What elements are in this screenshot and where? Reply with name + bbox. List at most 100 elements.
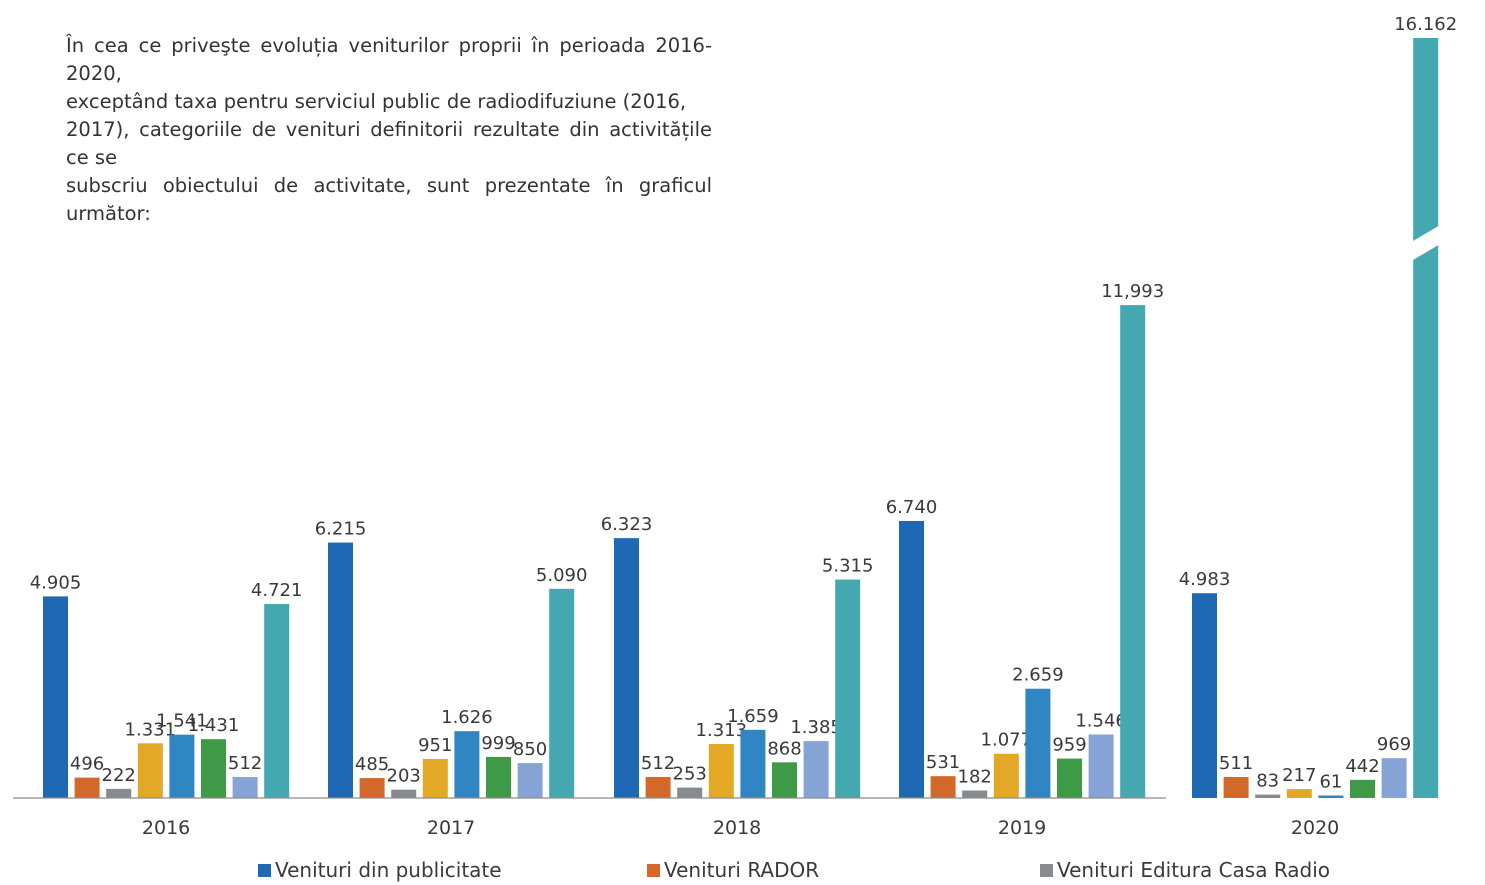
bar bbox=[74, 777, 100, 798]
intro-line: 2017), categoriile de venituri definitor… bbox=[66, 118, 712, 169]
bar bbox=[708, 744, 734, 798]
data-label: 512 bbox=[641, 753, 675, 774]
intro-line: În cea ce priveşte evoluția veniturilor … bbox=[66, 34, 712, 85]
data-label: 61 bbox=[1319, 771, 1342, 792]
bar bbox=[359, 778, 385, 798]
data-label: 1.331 bbox=[125, 719, 177, 740]
bar bbox=[549, 588, 575, 798]
x-tick-label: 2019 bbox=[998, 817, 1046, 839]
bar bbox=[993, 753, 1019, 798]
bar bbox=[137, 743, 163, 798]
bar bbox=[328, 542, 353, 798]
chart-legend: Venituri din publicitate Venituri RADOR … bbox=[0, 855, 1485, 885]
bar bbox=[899, 520, 924, 798]
data-label: 2.659 bbox=[1012, 665, 1064, 686]
data-label: 1.659 bbox=[727, 706, 779, 727]
data-label: 1.546 bbox=[1075, 710, 1127, 731]
bar bbox=[232, 776, 258, 798]
data-label: 4.905 bbox=[30, 572, 82, 593]
bar bbox=[517, 763, 543, 798]
data-label: 253 bbox=[673, 764, 707, 785]
bar bbox=[1318, 795, 1344, 798]
bar bbox=[1255, 794, 1281, 798]
bar bbox=[1286, 789, 1312, 798]
bar bbox=[614, 538, 639, 798]
data-label: 959 bbox=[1052, 735, 1086, 756]
bar bbox=[43, 596, 68, 798]
bar bbox=[391, 789, 417, 798]
legend-swatch bbox=[258, 863, 271, 877]
bar bbox=[1025, 688, 1051, 798]
bar bbox=[169, 734, 195, 798]
bar bbox=[454, 731, 480, 798]
legend-label: Venituri Editura Casa Radio bbox=[1057, 858, 1331, 882]
intro-line: subscriu obiectului de activitate, sunt … bbox=[66, 174, 712, 225]
data-label: 850 bbox=[513, 739, 547, 760]
bar bbox=[1381, 758, 1407, 798]
legend-swatch bbox=[647, 863, 660, 877]
data-label: 1.431 bbox=[188, 715, 240, 736]
data-label: 182 bbox=[958, 767, 992, 788]
bar bbox=[1223, 776, 1249, 798]
data-label: 222 bbox=[102, 765, 136, 786]
data-label: 1.077 bbox=[981, 730, 1033, 751]
axis-break-gap bbox=[1411, 225, 1441, 261]
bar bbox=[1350, 779, 1375, 798]
bar bbox=[772, 762, 797, 798]
data-label: 442 bbox=[1345, 756, 1379, 777]
data-label: 969 bbox=[1377, 734, 1411, 755]
data-label: 4.983 bbox=[1179, 569, 1231, 590]
bar bbox=[1057, 758, 1082, 798]
data-label: 531 bbox=[926, 752, 960, 773]
data-label: 496 bbox=[70, 754, 104, 775]
data-label: 16.162 bbox=[1394, 14, 1457, 35]
x-tick-label: 2018 bbox=[713, 817, 761, 839]
bar bbox=[645, 776, 671, 798]
legend-swatch bbox=[1040, 863, 1053, 877]
legend-item: Venituri Editura Casa Radio bbox=[1040, 858, 1330, 882]
data-label: 511 bbox=[1219, 753, 1253, 774]
bar bbox=[264, 603, 290, 798]
x-tick-label: 2020 bbox=[1291, 817, 1339, 839]
data-label: 6.740 bbox=[886, 497, 938, 518]
data-label: 1.541 bbox=[156, 711, 208, 732]
data-label: 485 bbox=[355, 754, 389, 775]
data-label: 1.626 bbox=[441, 707, 493, 728]
data-label: 203 bbox=[387, 766, 421, 787]
legend-label: Venituri RADOR bbox=[664, 858, 820, 882]
bar bbox=[1192, 593, 1217, 798]
data-label: 951 bbox=[418, 735, 452, 756]
data-label: 11,993 bbox=[1101, 281, 1164, 302]
legend-label: Venituri din publicitate bbox=[275, 858, 502, 882]
bar bbox=[201, 739, 226, 798]
bar bbox=[422, 758, 448, 798]
bar bbox=[930, 776, 956, 798]
intro-line: exceptând taxa pentru serviciul public d… bbox=[66, 90, 687, 113]
bar bbox=[486, 756, 511, 798]
data-label: 6.215 bbox=[315, 519, 367, 540]
data-label: 6.323 bbox=[601, 514, 653, 535]
bar bbox=[835, 579, 861, 798]
data-label: 512 bbox=[228, 753, 262, 774]
bar bbox=[1088, 734, 1114, 798]
intro-paragraph: În cea ce priveşte evoluția veniturilor … bbox=[66, 32, 712, 228]
x-tick-label: 2016 bbox=[142, 817, 190, 839]
bar bbox=[962, 790, 988, 798]
data-label: 868 bbox=[767, 738, 801, 759]
legend-item: Venituri RADOR bbox=[647, 858, 819, 882]
legend-item: Venituri din publicitate bbox=[258, 858, 502, 882]
bar bbox=[803, 741, 829, 798]
data-label: 1.313 bbox=[696, 720, 748, 741]
bar bbox=[1413, 38, 1439, 798]
data-label: 5.315 bbox=[822, 556, 874, 577]
data-label: 83 bbox=[1256, 771, 1279, 792]
bar bbox=[106, 788, 132, 798]
bar bbox=[740, 729, 766, 798]
data-label: 217 bbox=[1282, 765, 1316, 786]
data-label: 4.721 bbox=[251, 580, 303, 601]
x-tick-label: 2017 bbox=[427, 817, 475, 839]
data-label: 5.090 bbox=[536, 565, 588, 586]
bar bbox=[677, 787, 703, 798]
data-label: 1.385 bbox=[790, 717, 842, 738]
